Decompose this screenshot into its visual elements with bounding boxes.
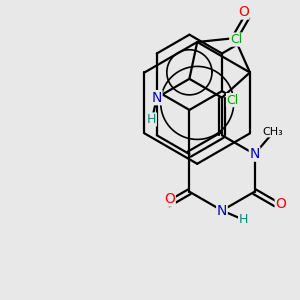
Text: N: N (249, 147, 260, 161)
Text: O: O (164, 192, 175, 206)
Text: N: N (217, 203, 227, 218)
Text: O: O (238, 5, 249, 19)
Text: Cl: Cl (226, 94, 239, 106)
Text: CH₃: CH₃ (262, 127, 283, 137)
Text: H: H (238, 213, 248, 226)
Text: O: O (275, 197, 286, 211)
Text: H: H (147, 113, 156, 126)
Text: Cl: Cl (230, 33, 242, 46)
Text: N: N (152, 91, 162, 105)
